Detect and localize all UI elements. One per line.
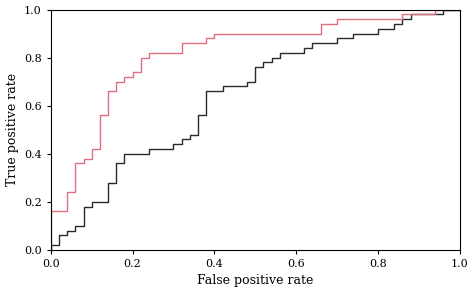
X-axis label: False positive rate: False positive rate — [197, 275, 313, 287]
Y-axis label: True positive rate: True positive rate — [6, 73, 18, 186]
